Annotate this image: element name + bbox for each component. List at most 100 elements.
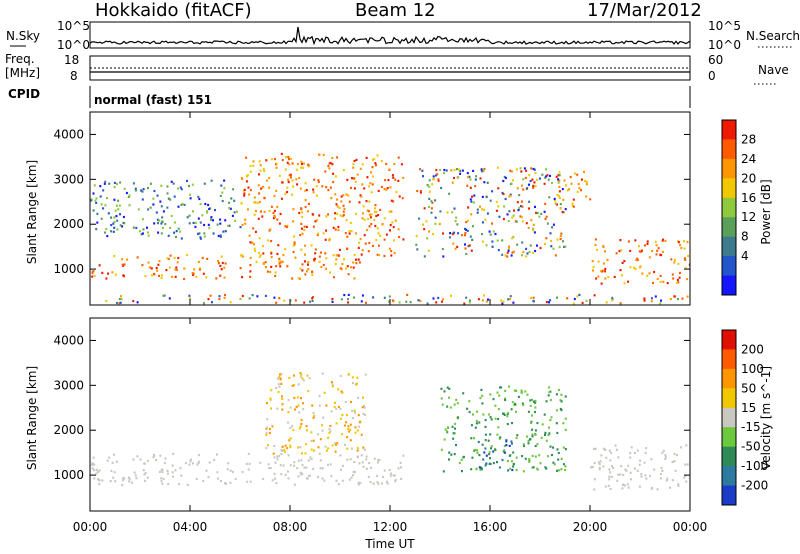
heatmap-cell: [112, 476, 115, 479]
heatmap-cell: [265, 431, 268, 434]
heatmap-cell: [352, 416, 354, 420]
heatmap-cell: [91, 275, 94, 278]
heatmap-cell: [113, 226, 116, 229]
heatmap-cell: [353, 296, 355, 299]
heatmap-cell: [202, 272, 205, 275]
heatmap-cell: [629, 266, 632, 269]
heatmap-cell: [167, 197, 170, 200]
heatmap-cell: [355, 258, 357, 261]
heatmap-cell: [462, 392, 465, 395]
heatmap-cell: [217, 477, 220, 480]
heatmap-cell: [614, 444, 617, 447]
heatmap-cell: [321, 429, 324, 432]
heatmap-cell: [446, 211, 449, 214]
heatmap-cell: [351, 376, 354, 379]
heatmap-cell: [527, 410, 530, 413]
heatmap-cell: [287, 156, 290, 159]
heatmap-cell: [108, 182, 111, 185]
heatmap-cell: [397, 156, 400, 159]
heatmap-cell: [243, 194, 246, 197]
heatmap-cell: [507, 460, 509, 463]
heatmap-cell: [343, 293, 346, 297]
heatmap-cell: [377, 459, 380, 462]
heatmap-cell: [547, 433, 550, 437]
heatmap-cell: [128, 204, 131, 207]
heatmap-cell: [231, 214, 234, 217]
x-tick-label: 08:00: [273, 520, 308, 534]
heatmap-cell: [153, 222, 156, 225]
heatmap-cell: [621, 261, 624, 264]
heatmap-cell: [536, 468, 539, 471]
heatmap-cell: [368, 225, 371, 228]
freq-right-tick-top: 60: [708, 53, 723, 67]
heatmap-cell: [278, 297, 281, 300]
heatmap-cell: [564, 448, 567, 451]
heatmap-cell: [176, 261, 179, 264]
heatmap-cell: [515, 436, 518, 440]
heatmap-cell: [305, 189, 308, 192]
heatmap-cell: [549, 299, 552, 302]
heatmap-cell: [164, 457, 167, 460]
heatmap-cell: [461, 470, 463, 473]
heatmap-cell: [560, 468, 563, 471]
heatmap-cell: [299, 372, 302, 375]
heatmap-cell: [550, 416, 553, 419]
heatmap-cell: [349, 221, 352, 224]
freq-left-label-1: Freq.: [5, 52, 35, 66]
heatmap-cell: [183, 203, 186, 206]
heatmap-cell: [415, 243, 418, 246]
heatmap-cell: [155, 458, 158, 462]
heatmap-cell: [103, 182, 106, 185]
heatmap-cell: [153, 189, 156, 193]
heatmap-cell: [181, 202, 184, 206]
colorbar-segment: [722, 388, 736, 409]
heatmap-cell: [324, 238, 327, 241]
heatmap-cell: [166, 206, 169, 209]
heatmap-cell: [146, 226, 148, 229]
heatmap-cell: [512, 214, 515, 217]
heatmap-cell: [347, 293, 350, 296]
heatmap-cell: [117, 199, 120, 202]
heatmap-cell: [655, 244, 658, 247]
heatmap-cell: [301, 215, 304, 219]
heatmap-cell: [223, 276, 226, 279]
heatmap-cell: [464, 234, 466, 237]
heatmap-cell: [259, 254, 262, 257]
heatmap-cell: [286, 161, 289, 164]
heatmap-cell: [373, 457, 376, 460]
heatmap-cell: [475, 422, 478, 425]
heatmap-cell: [288, 174, 291, 177]
heatmap-cell: [107, 212, 110, 215]
colorbar-segment: [722, 330, 736, 350]
heatmap-cell: [471, 456, 474, 459]
heatmap-cell: [217, 260, 219, 263]
heatmap-cell: [245, 462, 248, 465]
heatmap-cell: [375, 164, 377, 167]
heatmap-cell: [346, 436, 349, 439]
heatmap-cell: [533, 231, 536, 234]
heatmap-cell: [531, 435, 534, 438]
heatmap-cell: [300, 373, 303, 376]
heatmap-cell: [270, 389, 273, 392]
heatmap-cell: [278, 375, 281, 378]
heatmap-cell: [392, 226, 395, 229]
heatmap-cell: [197, 217, 200, 220]
heatmap-cell: [487, 413, 490, 416]
heatmap-cell: [519, 215, 522, 218]
heatmap-cell: [125, 191, 128, 195]
heatmap-cell: [442, 470, 445, 473]
freq-left-label-2: [MHz]: [5, 66, 40, 80]
heatmap-cell: [219, 264, 222, 267]
heatmap-cell: [220, 255, 223, 258]
x-tick-label: 00:00: [73, 520, 108, 534]
heatmap-cell: [483, 451, 486, 454]
heatmap-cell: [671, 479, 674, 482]
heatmap-cell: [683, 476, 686, 479]
heatmap-cell: [419, 299, 422, 303]
heatmap-cell: [258, 251, 261, 255]
heatmap-cell: [640, 475, 643, 478]
heatmap-cell: [454, 247, 457, 250]
heatmap-cell: [350, 447, 353, 450]
heatmap-cell: [344, 232, 347, 235]
heatmap-cell: [669, 486, 671, 489]
